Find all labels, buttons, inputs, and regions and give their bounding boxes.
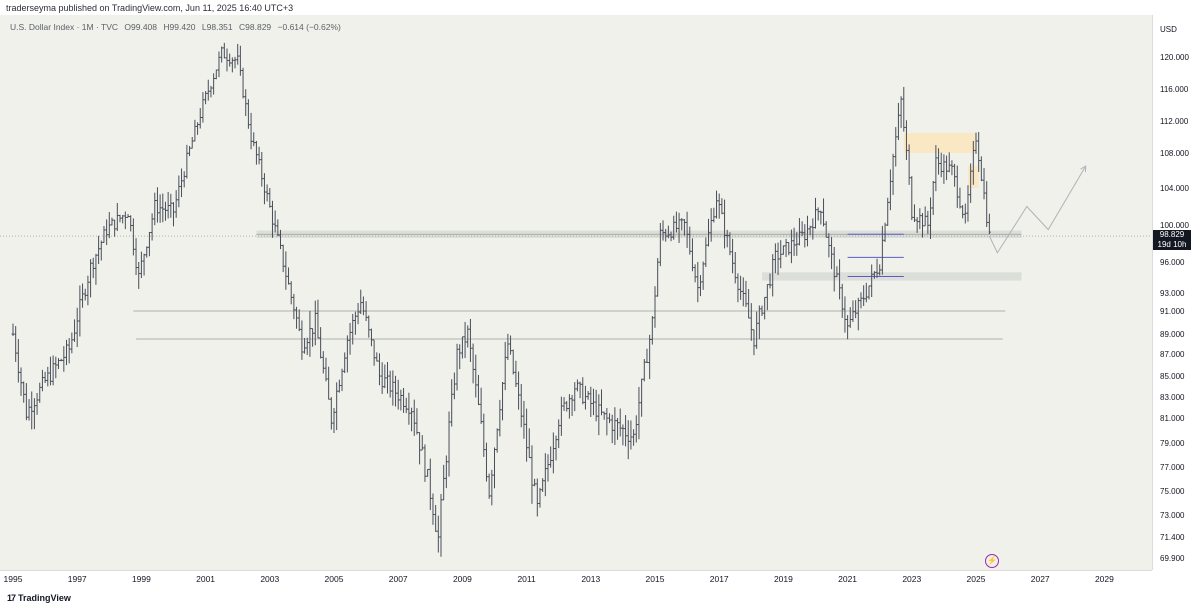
price-tick-label: 69.900 [1160,554,1185,563]
legend-close: C98.829 [239,22,272,32]
price-tick-label: 89.000 [1160,330,1185,339]
time-tick-label: 2017 [710,574,729,584]
time-tick-label: 1995 [4,574,23,584]
footer: 17 TradingView [0,588,1200,610]
price-bars [11,42,991,557]
time-tick-label: 2003 [260,574,279,584]
current-price-tag: 98.829 19d 10h [1153,230,1191,250]
projection-path [988,165,1087,254]
time-tick-label: 2009 [453,574,472,584]
time-axis-svg: 1995 1997 1999 2001 2003 2005 2007 2009 2011 2013… [4,574,1115,584]
symbol-line: U.S. Dollar Index · 1M · TVC [10,22,119,32]
currency-label[interactable]: USD [1160,25,1177,34]
brand-name: TradingView [18,593,71,603]
chart-svg [0,42,1152,557]
highlight-zone [903,133,976,153]
legend-change: −0.614 (−0.62%) [277,22,341,32]
price-tick-label: 85.000 [1160,372,1185,381]
price-tick-label: 93.000 [1160,289,1185,298]
price-tick-label: 71.400 [1160,533,1185,542]
price-tick-label: 73.000 [1160,511,1185,520]
time-tick-label: 2015 [646,574,665,584]
price-tick-label: 87.000 [1160,350,1185,359]
price-tick-label: 96.000 [1160,258,1185,267]
tradingview-logo[interactable]: 17 TradingView [7,593,71,603]
price-tick-label: 104.000 [1160,184,1189,193]
time-tick-label: 2021 [838,574,857,584]
time-tick-label: 2011 [517,574,536,584]
bar-countdown: 19d 10h [1157,240,1187,249]
time-tick-label: 2029 [1095,574,1114,584]
time-tick-label: 2019 [774,574,793,584]
legend-open: O99.408 [124,22,158,32]
price-tick-label: 91.000 [1160,307,1185,316]
price-axis-svg: 120.000 116.000 112.000 108.000 104.000 100.0… [1160,53,1189,563]
price-tick-label: 81.000 [1160,414,1185,423]
time-tick-label: 1999 [132,574,151,584]
price-tick-label: 75.000 [1160,487,1185,496]
symbol-legend[interactable]: U.S. Dollar Index · 1M · TVC O99.408 H99… [10,22,345,32]
time-tick-label: 1997 [68,574,87,584]
price-tick-label: 108.000 [1160,149,1189,158]
price-tick-label: 120.000 [1160,53,1189,62]
legend-high: H99.420 [163,22,196,32]
time-tick-label: 2023 [902,574,921,584]
price-tick-label: 83.000 [1160,393,1185,402]
time-tick-label: 2001 [196,574,215,584]
chart-area[interactable] [0,15,1152,570]
time-tick-label: 2025 [967,574,986,584]
published-text: traderseyma published on TradingView.com… [6,3,294,13]
lightning-icon[interactable]: ⚡ [985,554,999,568]
price-axis[interactable]: 120.000 116.000 112.000 108.000 104.000 100.0… [1152,15,1200,570]
price-tick-label: 79.000 [1160,439,1185,448]
price-tick-label: 112.000 [1160,117,1189,126]
price-tick-label: 77.000 [1160,463,1185,472]
time-tick-label: 2027 [1031,574,1050,584]
projection-arrowhead [1080,165,1087,173]
time-tick-label: 2013 [581,574,600,584]
time-tick-label: 2005 [325,574,344,584]
time-axis[interactable]: 1995 1997 1999 2001 2003 2005 2007 2009 2011 2013… [0,570,1152,587]
legend-low: L98.351 [201,22,233,32]
time-tick-label: 2007 [389,574,408,584]
price-tick-label: 100.000 [1160,221,1189,230]
price-tick-label: 116.000 [1160,85,1189,94]
top-bar: traderseyma published on TradingView.com… [0,0,1200,15]
tradingview-logo-icon: 17 [7,593,16,603]
current-price-value: 98.829 [1159,230,1185,239]
